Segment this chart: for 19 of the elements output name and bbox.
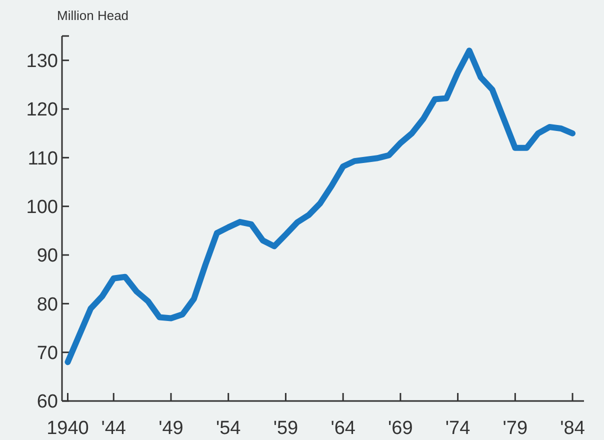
x-tick-label: '74 (445, 418, 471, 439)
x-tick-label: 1940 (46, 418, 89, 439)
y-tick-label: 70 (36, 342, 58, 364)
y-tick-label: 60 (36, 392, 58, 413)
x-tick-label: '49 (158, 418, 184, 439)
y-axis-title: Million Head (57, 8, 129, 23)
x-tick-label: '84 (560, 418, 586, 439)
y-tick-label: 90 (36, 246, 58, 267)
x-tick-label: '64 (330, 418, 356, 439)
x-tick-label: '79 (502, 418, 528, 439)
x-tick-label: '69 (388, 418, 413, 439)
y-tick-label: 100 (26, 196, 58, 218)
y-tick-label: 80 (36, 294, 58, 316)
y-tick-label: 110 (28, 148, 58, 170)
x-tick-label: '59 (273, 418, 298, 439)
x-tick-label: '54 (216, 418, 242, 439)
y-tick-label: 130 (26, 50, 58, 72)
y-tick-label: 120 (26, 100, 58, 121)
x-tick-label: '44 (101, 418, 126, 439)
